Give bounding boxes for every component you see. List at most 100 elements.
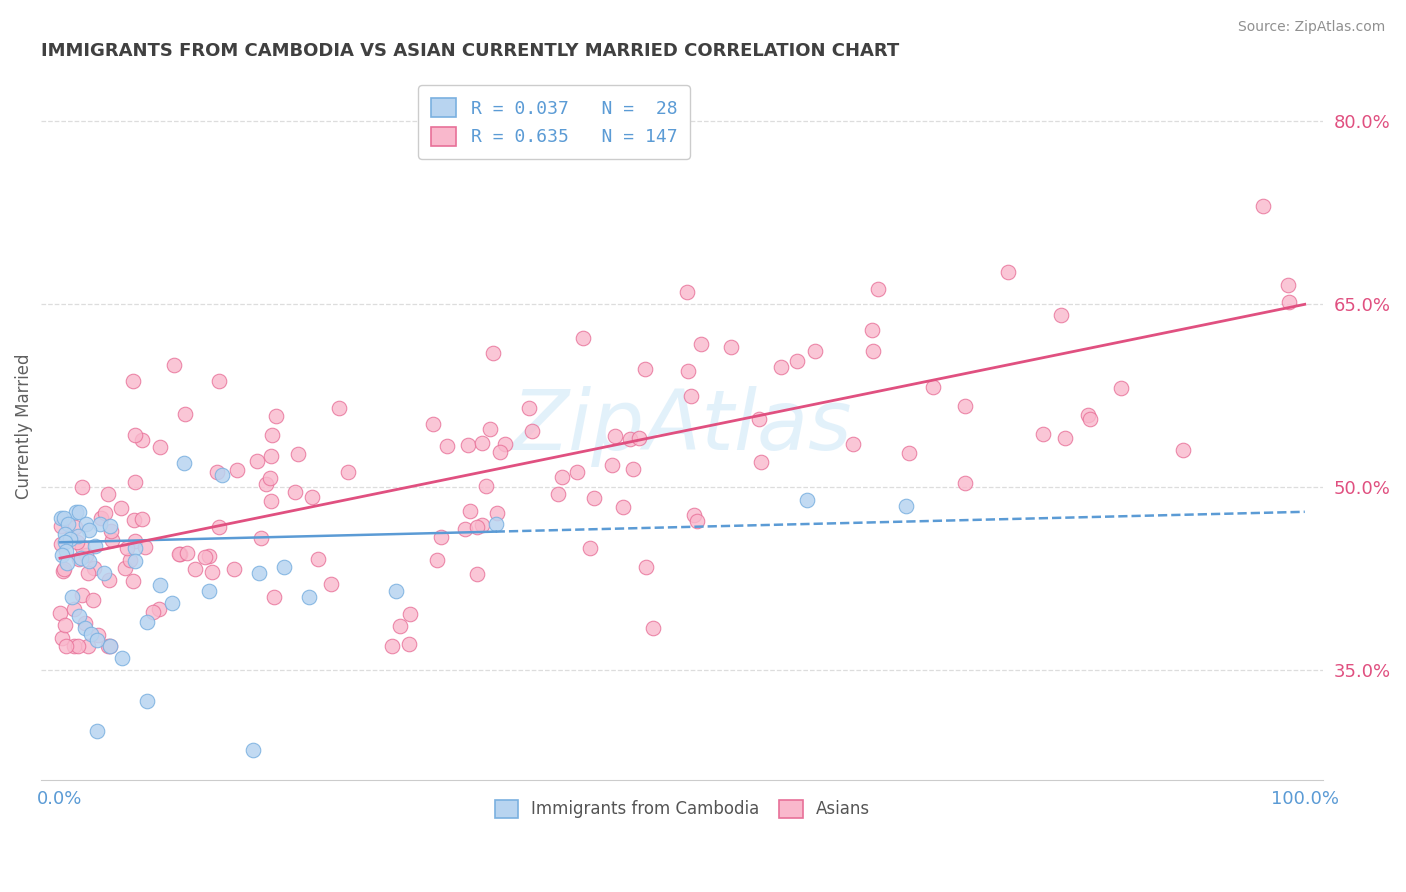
Point xyxy=(56,556,79,570)
Point xyxy=(600,458,623,473)
Point xyxy=(77,566,100,580)
Point xyxy=(481,345,503,359)
Point xyxy=(70,541,93,555)
Point xyxy=(77,523,100,537)
Point xyxy=(97,486,120,500)
Point xyxy=(627,431,650,445)
Point xyxy=(612,500,634,515)
Point xyxy=(263,590,285,604)
Point xyxy=(676,285,699,299)
Text: ZipAtlas: ZipAtlas xyxy=(512,386,852,467)
Point xyxy=(98,639,121,653)
Point xyxy=(284,484,307,499)
Point xyxy=(86,724,108,739)
Point xyxy=(75,549,97,563)
Point xyxy=(336,465,359,479)
Point xyxy=(262,427,284,442)
Point xyxy=(83,539,105,553)
Point xyxy=(621,462,644,476)
Point xyxy=(94,506,117,520)
Point xyxy=(547,487,569,501)
Point xyxy=(86,632,108,647)
Point xyxy=(160,596,183,610)
Point xyxy=(124,428,146,442)
Point xyxy=(52,564,75,578)
Point xyxy=(769,360,792,375)
Point xyxy=(124,534,146,549)
Point xyxy=(124,475,146,489)
Point xyxy=(121,574,143,588)
Point xyxy=(458,504,481,518)
Point xyxy=(1277,278,1299,293)
Point xyxy=(51,548,73,562)
Point xyxy=(194,549,217,564)
Point xyxy=(59,532,82,546)
Point xyxy=(1171,443,1194,458)
Point xyxy=(485,516,508,531)
Point xyxy=(222,562,245,576)
Point xyxy=(75,616,97,631)
Point xyxy=(786,353,808,368)
Point xyxy=(90,511,112,525)
Point xyxy=(803,343,825,358)
Point xyxy=(67,505,90,519)
Point xyxy=(287,447,309,461)
Point xyxy=(98,574,121,588)
Point xyxy=(398,607,420,621)
Point xyxy=(67,552,90,566)
Point xyxy=(49,606,72,620)
Point xyxy=(683,508,706,522)
Point xyxy=(53,511,76,525)
Point xyxy=(89,516,111,531)
Point xyxy=(471,518,494,533)
Point xyxy=(681,389,703,403)
Point xyxy=(163,358,186,372)
Point xyxy=(69,551,91,566)
Point xyxy=(198,584,221,599)
Y-axis label: Currently Married: Currently Married xyxy=(15,353,32,500)
Point xyxy=(478,422,501,436)
Point xyxy=(124,553,146,567)
Point xyxy=(52,562,75,576)
Point xyxy=(65,505,87,519)
Point xyxy=(1078,412,1101,426)
Text: IMMIGRANTS FROM CAMBODIA VS ASIAN CURRENTLY MARRIED CORRELATION CHART: IMMIGRANTS FROM CAMBODIA VS ASIAN CURREN… xyxy=(41,42,900,60)
Point xyxy=(149,578,172,592)
Point xyxy=(471,436,494,450)
Point xyxy=(633,362,655,376)
Point xyxy=(73,621,96,635)
Point xyxy=(208,520,231,534)
Point xyxy=(862,343,884,358)
Legend: Immigrants from Cambodia, Asians: Immigrants from Cambodia, Asians xyxy=(488,793,877,825)
Point xyxy=(465,566,488,581)
Point xyxy=(953,475,976,490)
Point xyxy=(83,561,105,575)
Point xyxy=(100,524,122,538)
Point xyxy=(641,621,664,635)
Point xyxy=(634,560,657,574)
Point xyxy=(1278,295,1301,310)
Point xyxy=(70,588,93,602)
Point xyxy=(551,469,574,483)
Point xyxy=(247,566,270,580)
Point xyxy=(398,637,420,651)
Point xyxy=(298,591,321,605)
Point xyxy=(720,340,742,354)
Point xyxy=(184,562,207,576)
Point xyxy=(517,401,540,416)
Point xyxy=(475,479,498,493)
Point xyxy=(1053,431,1076,445)
Point xyxy=(66,535,89,549)
Point xyxy=(201,565,224,579)
Point xyxy=(1050,309,1073,323)
Point xyxy=(922,380,945,394)
Point xyxy=(860,323,883,337)
Point xyxy=(254,476,277,491)
Point xyxy=(603,429,626,443)
Point xyxy=(55,544,77,558)
Point xyxy=(319,576,342,591)
Point xyxy=(205,465,228,479)
Point xyxy=(842,437,865,451)
Point xyxy=(572,331,595,345)
Point xyxy=(174,407,197,421)
